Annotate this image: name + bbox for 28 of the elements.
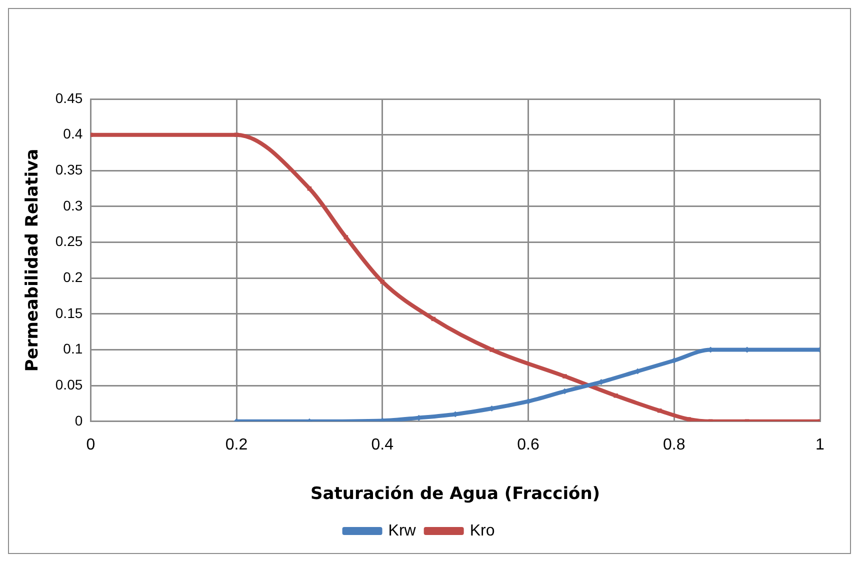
x-axis-title: Saturación de Agua (Fracción) bbox=[310, 484, 600, 504]
y-tick-label: 0 bbox=[74, 412, 83, 428]
point bbox=[614, 393, 618, 398]
point bbox=[657, 408, 662, 413]
y-tick-label: 0.45 bbox=[55, 90, 83, 106]
point bbox=[380, 280, 385, 284]
x-tick-label: 0 bbox=[86, 436, 96, 454]
point bbox=[686, 417, 691, 422]
y-tick-label: 0.25 bbox=[55, 233, 83, 250]
y-axis-title: Permeabilidad Relativa bbox=[22, 148, 43, 372]
y-tick-label: 0.1 bbox=[63, 340, 83, 357]
x-tick-label: 0.8 bbox=[663, 436, 686, 454]
y-tick-label: 0.05 bbox=[55, 376, 83, 392]
y-tick-label: 0.4 bbox=[63, 126, 83, 142]
legend-label: Krw bbox=[388, 522, 416, 540]
point bbox=[562, 374, 567, 378]
point bbox=[234, 132, 239, 137]
x-tick-label: 0.4 bbox=[371, 436, 394, 454]
legend-label: Kro bbox=[470, 522, 495, 540]
y-tick-label: 0.3 bbox=[63, 197, 83, 214]
x-tick-label: 1 bbox=[816, 436, 825, 454]
x-tick-label: 0.6 bbox=[517, 436, 540, 454]
point bbox=[490, 348, 494, 352]
y-tick-label: 0.15 bbox=[55, 304, 83, 321]
y-tick-label: 0.35 bbox=[55, 162, 83, 178]
point bbox=[344, 235, 348, 240]
x-tick-label: 0.2 bbox=[225, 436, 248, 454]
y-tick-label: 0.2 bbox=[63, 268, 83, 285]
